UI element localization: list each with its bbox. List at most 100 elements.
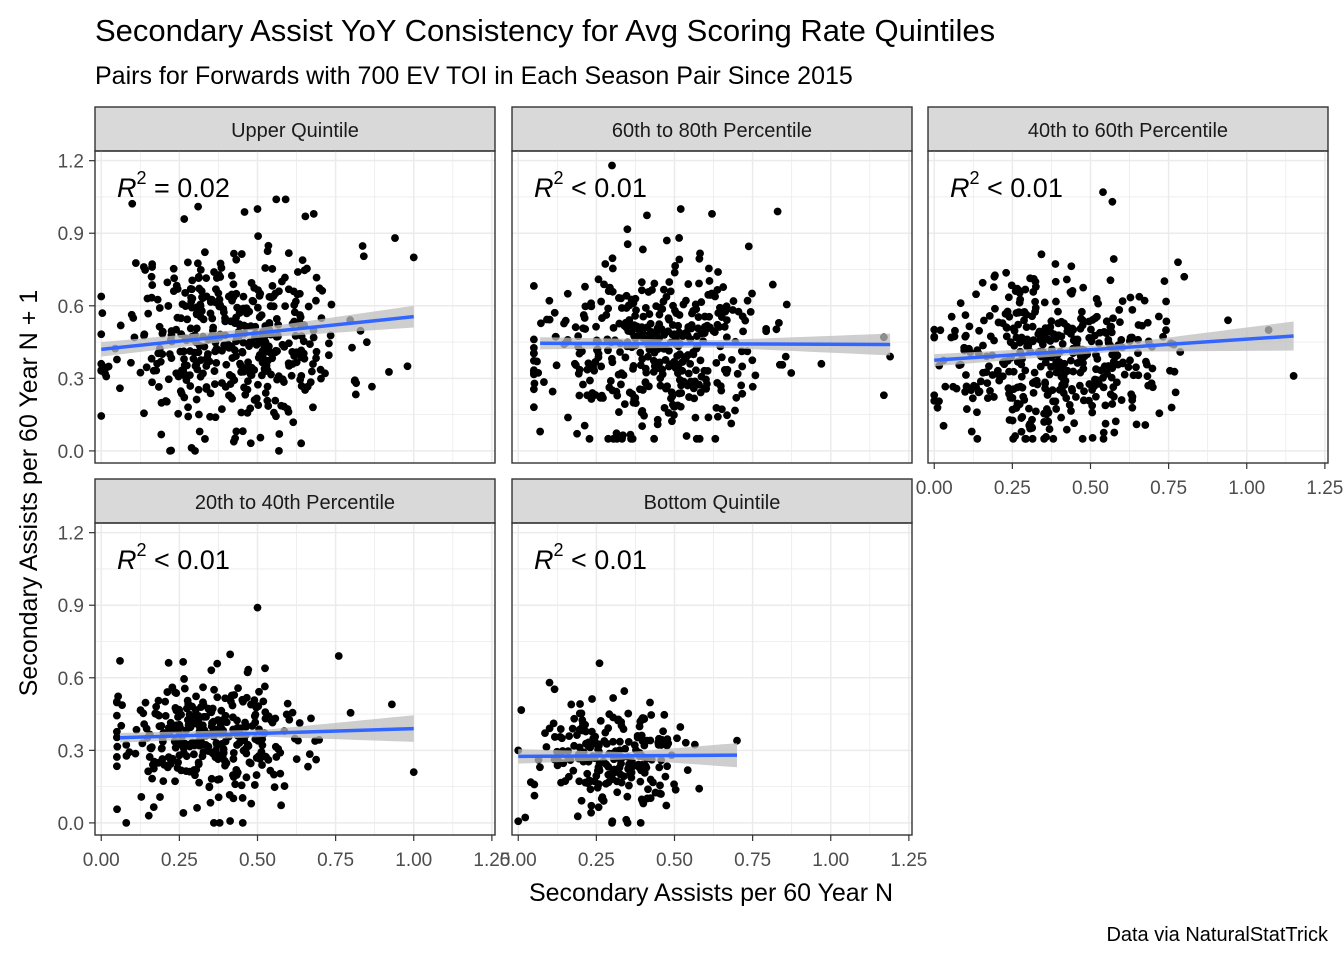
data-point <box>676 205 685 213</box>
data-point <box>1046 328 1055 336</box>
data-point <box>131 749 140 758</box>
data-point <box>184 412 193 421</box>
data-point <box>602 311 611 319</box>
data-point <box>773 207 782 216</box>
data-point <box>180 215 189 223</box>
data-point <box>195 427 204 436</box>
data-point <box>277 801 286 810</box>
data-point <box>930 325 939 334</box>
data-point <box>200 342 209 351</box>
data-point <box>536 427 545 436</box>
data-point <box>1062 425 1071 434</box>
data-point <box>1088 386 1097 394</box>
data-point <box>605 383 614 392</box>
data-point <box>629 364 637 373</box>
data-point <box>684 280 693 288</box>
data-point <box>1004 384 1013 393</box>
data-point <box>545 296 554 305</box>
data-point <box>694 313 703 321</box>
data-point <box>1065 400 1074 409</box>
data-point <box>409 768 418 777</box>
data-point <box>163 763 172 772</box>
data-point <box>143 294 152 303</box>
data-point <box>575 777 584 786</box>
data-point <box>529 335 538 344</box>
data-point <box>297 353 306 362</box>
data-point <box>1051 397 1060 406</box>
data-point <box>609 737 617 746</box>
data-point <box>192 324 201 333</box>
data-point <box>283 699 292 708</box>
data-point <box>633 731 642 740</box>
data-point <box>621 353 630 362</box>
data-point <box>1088 433 1097 442</box>
data-point <box>733 736 741 745</box>
data-point <box>252 703 261 712</box>
data-point <box>227 271 236 280</box>
data-point <box>261 337 270 346</box>
data-point <box>327 300 336 309</box>
data-point <box>1015 298 1024 307</box>
data-point <box>161 711 170 720</box>
data-point <box>1126 356 1134 365</box>
data-point <box>157 430 166 439</box>
data-point <box>161 397 170 405</box>
data-point <box>309 360 317 368</box>
data-point <box>212 739 221 747</box>
data-point <box>210 367 219 375</box>
data-point <box>199 315 208 324</box>
data-point <box>161 697 170 706</box>
data-point <box>586 364 594 372</box>
data-point <box>600 280 608 289</box>
data-point <box>716 382 725 391</box>
data-point <box>604 762 613 771</box>
data-point <box>139 263 148 271</box>
data-point <box>640 741 649 750</box>
data-point <box>956 299 965 308</box>
data-point <box>1041 335 1050 343</box>
data-point <box>147 272 156 281</box>
data-point <box>215 775 224 784</box>
data-point <box>179 347 188 356</box>
data-point <box>675 311 684 319</box>
data-point <box>201 435 209 443</box>
data-point <box>232 427 241 436</box>
data-point <box>98 309 107 318</box>
data-point <box>659 727 667 736</box>
plot-area <box>514 659 741 827</box>
data-point <box>1109 383 1118 392</box>
data-point <box>624 738 633 746</box>
data-point <box>225 371 234 379</box>
data-point <box>253 303 262 312</box>
data-point <box>239 338 248 347</box>
data-point <box>570 714 579 723</box>
data-point <box>116 656 124 665</box>
data-point <box>530 379 539 388</box>
r-squared-label: R2 < 0.01 <box>950 168 1063 203</box>
data-point <box>575 391 584 400</box>
data-point <box>174 758 182 767</box>
data-point <box>542 743 551 751</box>
data-point <box>147 354 156 363</box>
data-point <box>657 790 665 798</box>
data-point <box>233 303 242 312</box>
data-point <box>148 774 157 783</box>
data-point <box>708 209 716 218</box>
x-tick-label: 0.25 <box>578 850 615 871</box>
data-point <box>588 695 596 703</box>
data-point <box>242 773 251 782</box>
facet-panel: Upper Quintile R2 = 0.02 0.0 0.3 0.6 0.9 1.2 <box>58 106 496 464</box>
panel-border <box>94 522 496 836</box>
data-point <box>284 285 293 294</box>
data-point <box>636 819 645 827</box>
y-tick-label: 0.0 <box>58 814 84 835</box>
data-point <box>1079 283 1088 292</box>
data-point <box>154 349 163 358</box>
data-point <box>620 687 629 695</box>
data-point <box>403 362 412 371</box>
data-point <box>217 706 226 715</box>
data-point <box>583 779 592 788</box>
data-point <box>148 281 157 289</box>
data-point <box>194 202 203 211</box>
data-point <box>305 750 314 759</box>
